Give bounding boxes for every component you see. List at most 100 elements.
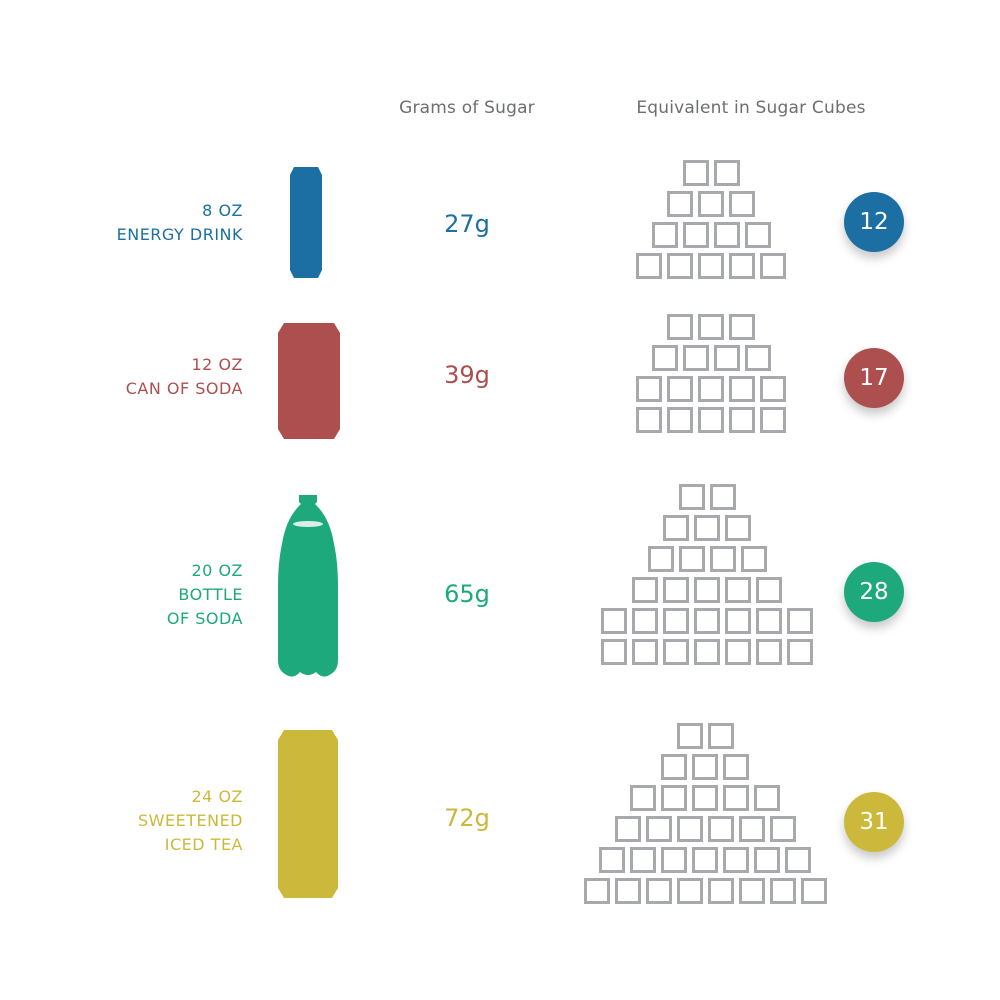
soda-bottle-shape <box>278 495 338 677</box>
soda-bottle-icon <box>278 495 338 677</box>
sugar-cube-icon <box>738 816 765 842</box>
sugar-cube-icon <box>636 407 662 433</box>
sugar-cube-icon <box>667 191 693 217</box>
sugar-cube-icon <box>698 376 724 402</box>
sugar-cube-icon <box>754 847 780 873</box>
bottle-highlight <box>293 521 323 527</box>
sugar-cube-icon <box>663 577 689 603</box>
cube-count-badge: 12 <box>844 192 904 252</box>
sugar-cube-icon <box>661 785 687 811</box>
sugar-cube-icon <box>651 345 678 371</box>
sugar-cube-icon <box>692 847 718 873</box>
sugar-cube-icon <box>667 253 693 279</box>
sugar-cube-icon <box>800 878 827 904</box>
sugar-cube-icon <box>738 878 765 904</box>
sugar-cube-icon <box>630 785 656 811</box>
sugar-cube-icon <box>692 754 718 780</box>
sugar-cube-icon <box>729 314 755 340</box>
sugar-cube-icon <box>740 546 767 572</box>
sugar-cube-icon <box>729 407 755 433</box>
sugar-cube-icon <box>707 816 734 842</box>
sugar-cubes-header: Equivalent in Sugar Cubes <box>636 98 866 118</box>
sugar-cube-icon <box>725 608 751 634</box>
cube-count-badge: 28 <box>844 562 904 622</box>
drink-name: CAN OF SODA <box>125 379 243 398</box>
sugar-cube-icon <box>599 847 625 873</box>
sugar-cube-icon <box>725 639 751 665</box>
sugar-cube-icon <box>694 608 720 634</box>
sugar-cube-icon <box>725 515 751 541</box>
sugar-cube-icon <box>723 754 749 780</box>
sugar-cube-icon <box>756 639 782 665</box>
drink-label: 24 OZ SWEETENED ICED TEA <box>138 785 243 857</box>
sugar-cube-icon <box>676 723 703 749</box>
sugar-cube-icon <box>678 546 705 572</box>
sugar-cube-icon <box>787 608 813 634</box>
drink-name: ENERGY DRINK <box>116 225 243 244</box>
sugar-cube-icon <box>694 639 720 665</box>
sugar-cube-icon <box>667 376 693 402</box>
sugar-cube-icon <box>632 577 658 603</box>
sugar-cube-icon <box>636 376 662 402</box>
sugar-cube-icon <box>630 847 656 873</box>
sugar-cube-icon <box>682 222 709 248</box>
sugar-cube-icon <box>678 484 705 510</box>
drink-label: 20 OZ BOTTLE OF SODA <box>167 559 243 631</box>
sugar-cube-icon <box>769 816 796 842</box>
sugar-cube-icon <box>663 639 689 665</box>
slim-can-icon <box>290 167 322 278</box>
soda-can-icon <box>278 323 340 439</box>
grams-value: 72g <box>444 804 490 832</box>
sugar-cube-icon <box>713 345 740 371</box>
sugar-cube-icon <box>692 785 718 811</box>
sugar-cube-icon <box>785 847 811 873</box>
sugar-cube-icon <box>707 723 734 749</box>
sugar-cube-icon <box>729 191 755 217</box>
drink-name: ICED TEA <box>164 835 243 854</box>
sugar-cube-icon <box>723 785 749 811</box>
grams-value: 65g <box>444 580 490 608</box>
cube-count-badge: 17 <box>844 348 904 408</box>
cube-count-badge: 31 <box>844 792 904 852</box>
sugar-cube-icon <box>583 878 610 904</box>
tall-can-icon <box>278 730 338 898</box>
drink-size: 8 OZ <box>202 201 243 220</box>
sugar-cube-icon <box>760 376 786 402</box>
sugar-cube-icon <box>667 407 693 433</box>
sugar-cube-icon <box>723 847 749 873</box>
sugar-cube-icon <box>725 577 751 603</box>
grams-of-sugar-header: Grams of Sugar <box>399 98 535 118</box>
sugar-cube-icon <box>667 314 693 340</box>
sugar-cube-icon <box>676 816 703 842</box>
sugar-cube-icon <box>645 816 672 842</box>
sugar-cube-icon <box>682 160 709 186</box>
sugar-cube-icon <box>698 314 724 340</box>
sugar-cube-icon <box>663 608 689 634</box>
sugar-cube-icon <box>694 515 720 541</box>
drink-size: 12 OZ <box>191 355 243 374</box>
soda-can-shape <box>278 323 340 439</box>
sugar-cube-icon <box>682 345 709 371</box>
slim-can-shape <box>290 167 322 278</box>
sugar-cube-icon <box>645 878 672 904</box>
sugar-cube-icon <box>744 345 771 371</box>
sugar-cube-icon <box>632 608 658 634</box>
sugar-cube-icon <box>713 160 740 186</box>
sugar-cube-icon <box>709 484 736 510</box>
sugar-cube-icon <box>754 785 780 811</box>
sugar-cube-icon <box>787 639 813 665</box>
sugar-cube-icon <box>676 878 703 904</box>
drink-size: 24 OZ <box>191 787 243 806</box>
sugar-cube-icon <box>614 816 641 842</box>
drink-label: 12 OZ CAN OF SODA <box>126 353 243 401</box>
sugar-cube-icon <box>713 222 740 248</box>
sugar-cube-icon <box>769 878 796 904</box>
sugar-cube-icon <box>729 253 755 279</box>
sugar-cube-icon <box>651 222 678 248</box>
sugar-cube-icon <box>744 222 771 248</box>
sugar-cube-icon <box>647 546 674 572</box>
grams-value: 27g <box>444 210 490 238</box>
sugar-cube-icon <box>601 639 627 665</box>
drink-label: 8 OZ ENERGY DRINK <box>117 199 243 247</box>
sugar-cube-icon <box>756 608 782 634</box>
